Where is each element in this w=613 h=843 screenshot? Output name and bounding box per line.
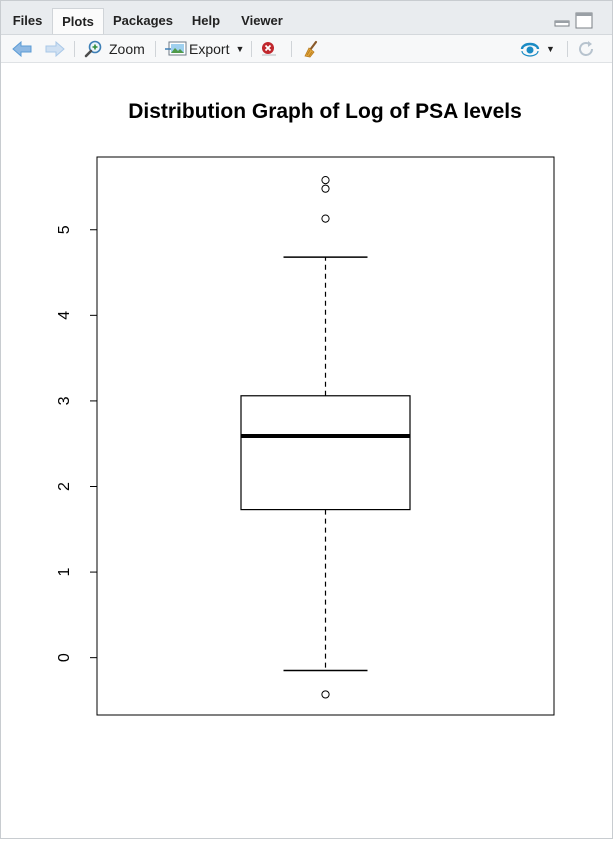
y-tick-label: 0 [56, 653, 73, 662]
outlier-point [321, 214, 330, 223]
export-menu-button[interactable]: Export ▼ [165, 35, 244, 62]
tab-packages[interactable]: Packages [113, 13, 173, 28]
zoom-button[interactable]: Zoom [84, 35, 145, 62]
interquartile-box [240, 395, 411, 511]
arrow-right-icon[interactable] [44, 35, 66, 62]
publish-icon [519, 41, 541, 57]
chevron-down-icon: ▼ [235, 43, 245, 54]
refresh-icon [577, 40, 597, 58]
chevron-down-icon: ▼ [546, 43, 555, 54]
plot-viewport: Distribution Graph of Log of PSA levels … [1, 63, 612, 838]
tab-bar: Files Plots Packages Help Viewer [1, 1, 612, 35]
tab-files[interactable]: Files [12, 13, 43, 28]
toolbar-separator [155, 41, 156, 57]
tab-viewer[interactable]: Viewer [241, 13, 283, 28]
image-export-icon [165, 41, 187, 57]
chart-title: Distribution Graph of Log of PSA levels [128, 100, 522, 123]
refresh-button[interactable] [577, 35, 597, 62]
box-series [240, 176, 411, 699]
y-tick-label: 5 [56, 225, 73, 234]
arrow-left-icon[interactable] [11, 35, 33, 62]
plots-toolbar: Zoom Export ▼ ▼ [1, 35, 612, 63]
maximize-pane-icon[interactable] [575, 12, 593, 34]
tab-help[interactable]: Help [191, 13, 221, 28]
tab-plots[interactable]: Plots [52, 8, 104, 34]
toolbar-separator [291, 41, 292, 57]
zoom-label: Zoom [109, 40, 145, 57]
outlier-point [321, 176, 330, 185]
remove-plot-button[interactable] [260, 35, 278, 62]
y-axis: 0 1 2 3 4 5 [56, 225, 98, 662]
toolbar-separator [567, 41, 568, 57]
boxplot-chart: Distribution Graph of Log of PSA levels … [56, 100, 555, 716]
y-tick-label: 3 [56, 396, 73, 405]
minimize-pane-icon[interactable] [554, 15, 570, 34]
y-tick-label: 2 [56, 482, 73, 491]
broom-icon [302, 40, 324, 58]
export-label: Export [189, 40, 230, 57]
y-tick-label: 4 [56, 311, 73, 320]
toolbar-separator [74, 41, 75, 57]
outlier-point [321, 690, 330, 699]
remove-plot-icon [260, 41, 278, 57]
clear-all-plots-button[interactable] [302, 35, 324, 62]
y-tick-label: 1 [56, 568, 73, 577]
toolbar-separator [251, 41, 252, 57]
magnifier-icon [84, 40, 104, 58]
publish-menu-button[interactable]: ▼ [519, 35, 555, 62]
outlier-point [321, 184, 330, 193]
